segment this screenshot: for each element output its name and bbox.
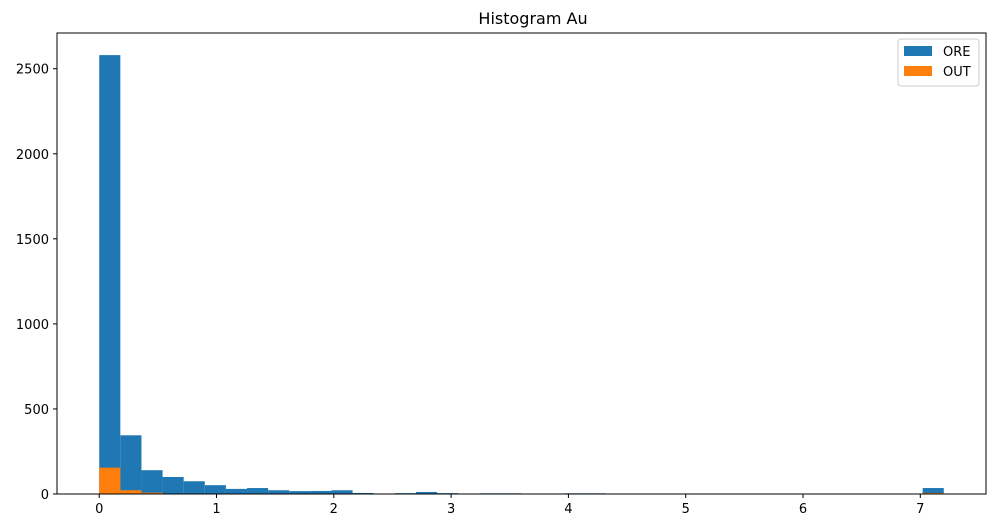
y-tick-label-0: 0 bbox=[41, 488, 49, 503]
y-tick-label-5: 2500 bbox=[16, 63, 49, 78]
plot-frame bbox=[56, 32, 987, 495]
x-tick-label-3: 3 bbox=[447, 502, 455, 517]
bar-ore-1 bbox=[120, 435, 142, 494]
bar-ore-20 bbox=[922, 488, 944, 494]
legend-label-out: OUT bbox=[943, 65, 971, 80]
y-tick-label-3: 1500 bbox=[16, 233, 49, 248]
x-tick-label-7: 7 bbox=[916, 502, 924, 517]
bar-ore-8 bbox=[268, 490, 290, 494]
bar-out-0 bbox=[99, 467, 121, 494]
bar-out-2 bbox=[141, 492, 163, 494]
bar-ore-7 bbox=[247, 488, 269, 494]
bar-out-1 bbox=[120, 490, 142, 494]
bar-ore-14 bbox=[415, 491, 438, 494]
bar-ore-11 bbox=[331, 490, 353, 494]
x-tick-label-1: 1 bbox=[212, 502, 220, 517]
x-tick-label-6: 6 bbox=[799, 502, 807, 517]
y-tick-label-4: 2000 bbox=[16, 148, 49, 163]
bar-ore-10 bbox=[310, 490, 332, 494]
x-tick-label-5: 5 bbox=[682, 502, 690, 517]
x-tick-label-4: 4 bbox=[564, 502, 572, 517]
bar-ore-2 bbox=[141, 470, 163, 494]
bar-ore-3 bbox=[162, 476, 184, 494]
bar-out-4 bbox=[922, 492, 944, 494]
chart-title: Histogram Au bbox=[478, 9, 587, 28]
bar-ore-4 bbox=[183, 481, 205, 494]
y-tick-label-1: 500 bbox=[24, 403, 49, 418]
bar-ore-0 bbox=[99, 55, 121, 495]
x-tick-label-2: 2 bbox=[330, 502, 338, 517]
legend-label-ore: ORE bbox=[943, 45, 970, 60]
x-tick-label-0: 0 bbox=[95, 502, 103, 517]
axes-group: 0 1 2 3 4 5 6 7 0 500 1000 1500 2000 2500 bbox=[16, 32, 987, 517]
legend-swatch-ore bbox=[904, 46, 932, 56]
legend: ORE OUT bbox=[897, 38, 980, 87]
bar-ore-12 bbox=[352, 492, 374, 494]
legend-swatch-out bbox=[904, 66, 932, 76]
bar-ore-9 bbox=[289, 491, 311, 494]
bar-ore-6 bbox=[225, 488, 248, 494]
bars-group bbox=[99, 55, 944, 495]
bar-ore-5 bbox=[204, 485, 226, 494]
y-tick-label-2: 1000 bbox=[16, 318, 49, 333]
